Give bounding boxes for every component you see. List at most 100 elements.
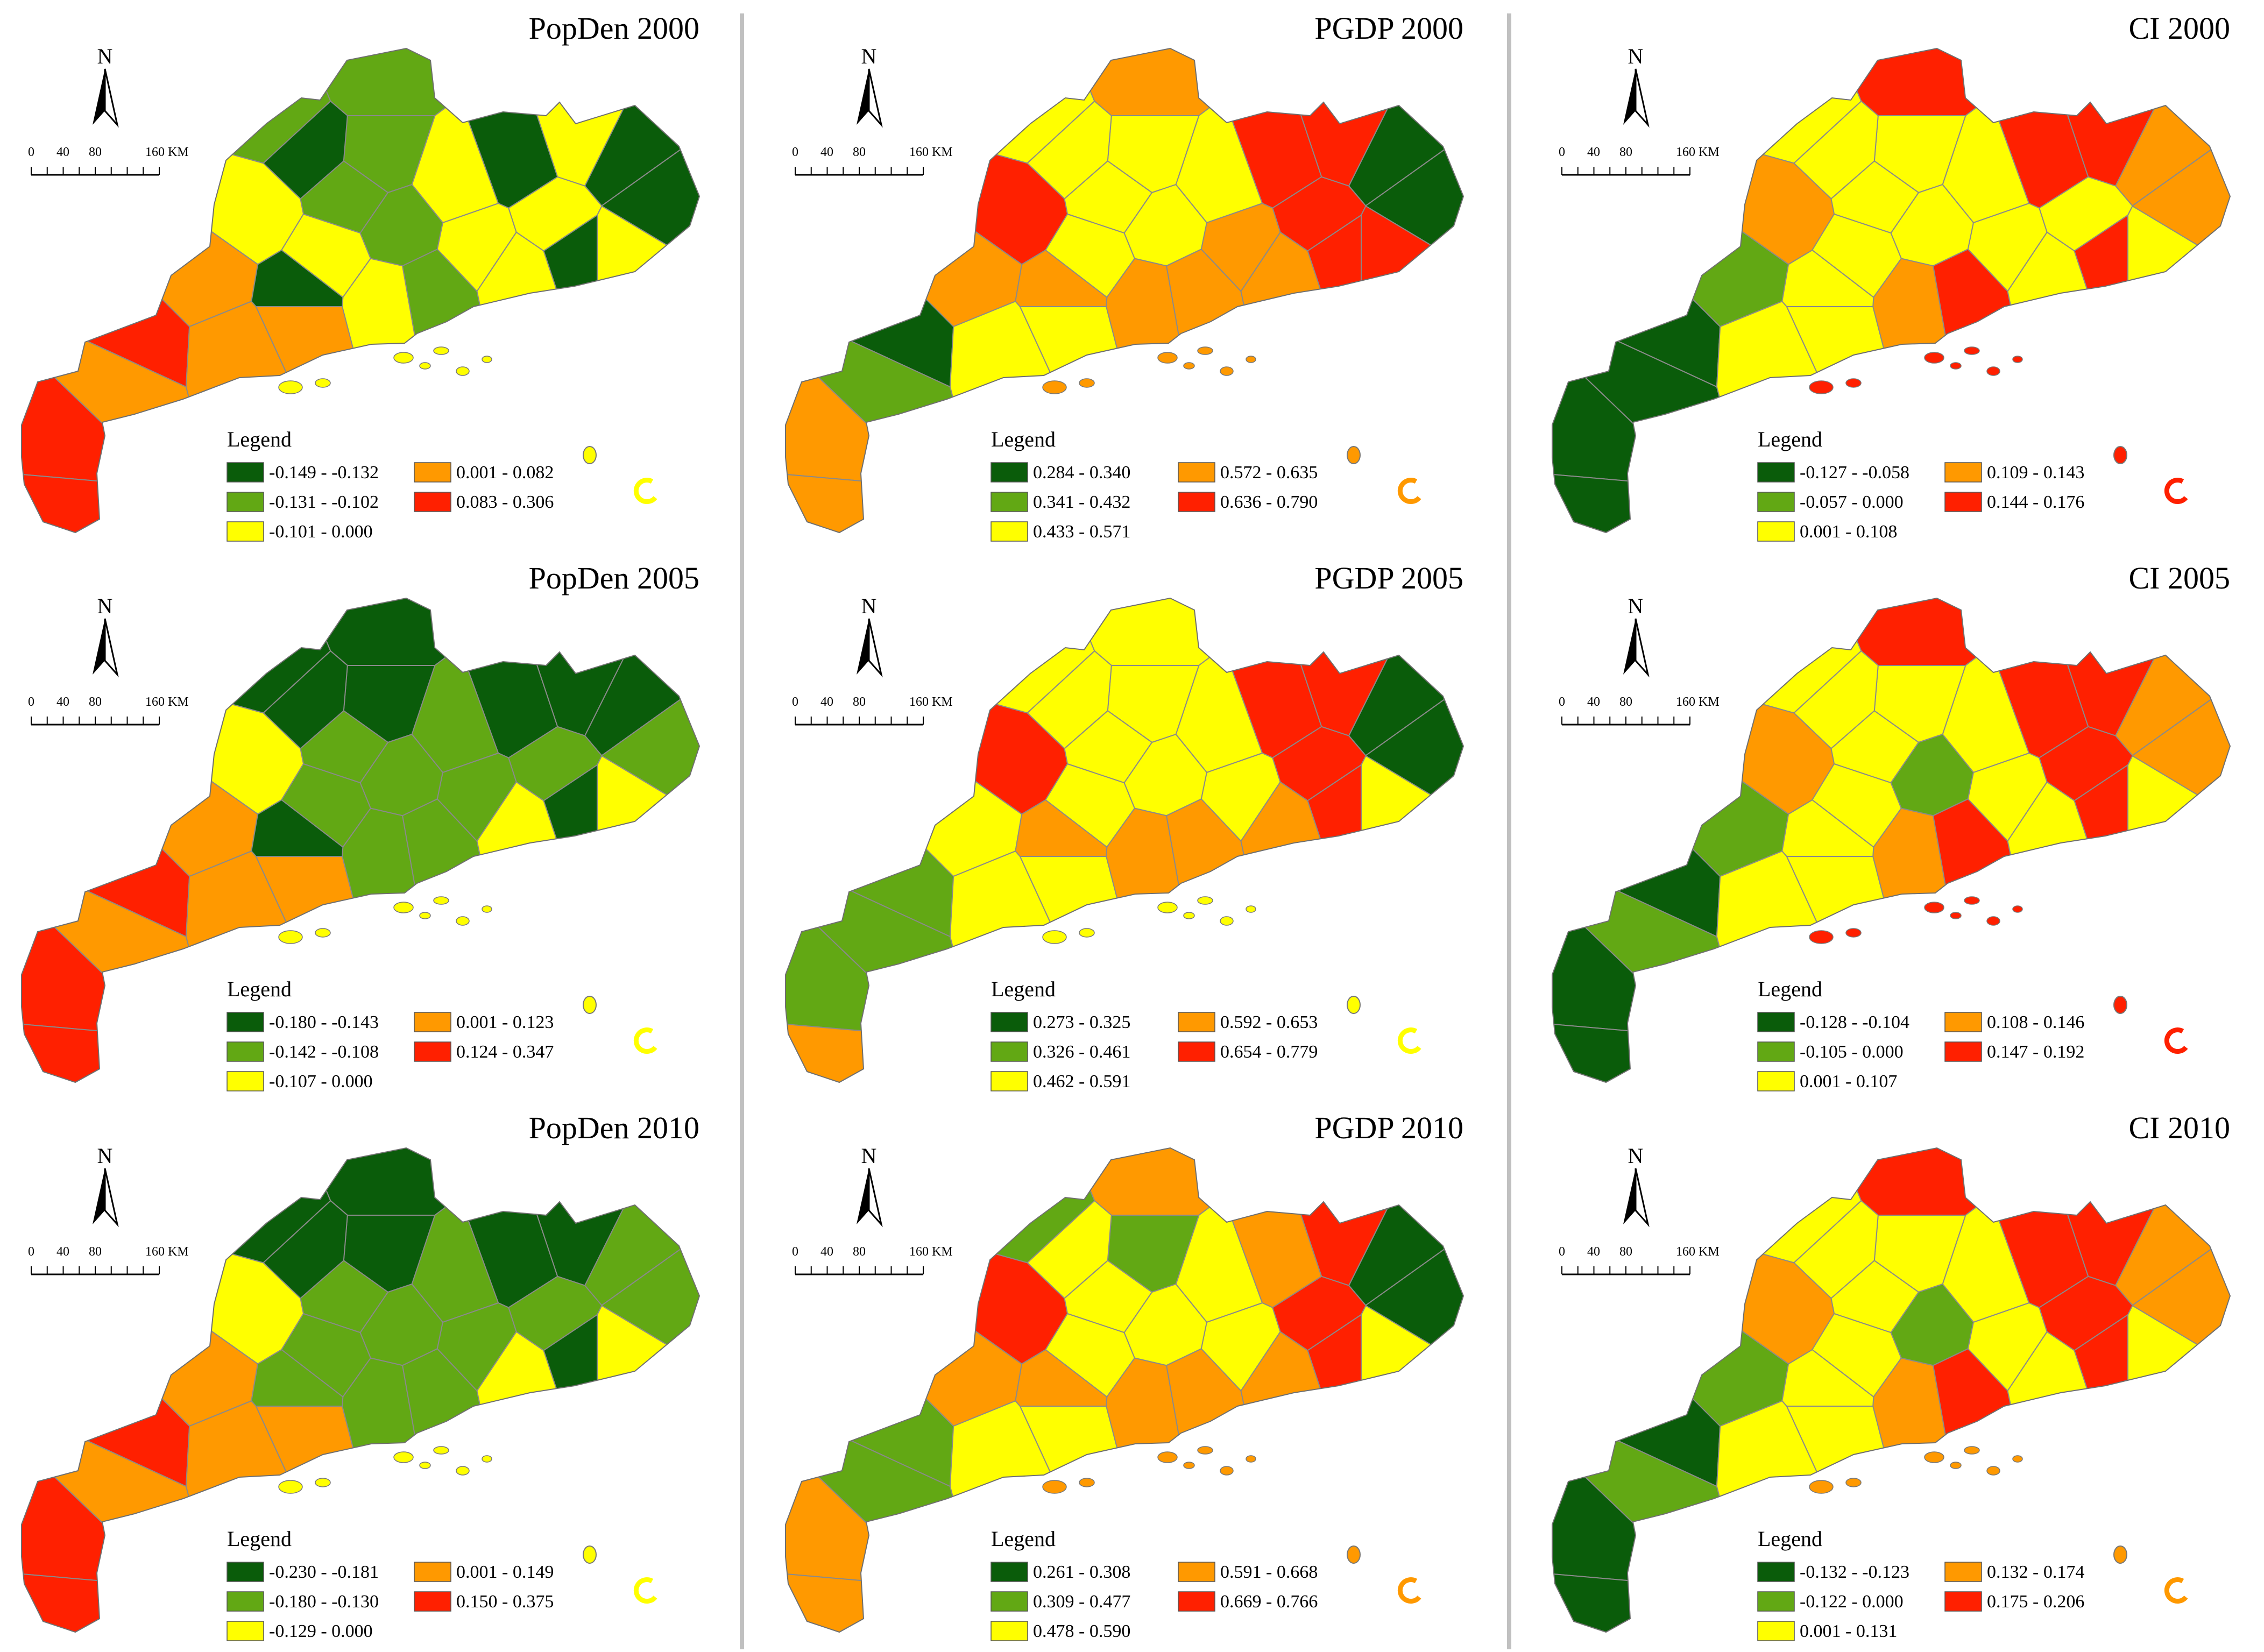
region-polygon: [597, 1304, 699, 1632]
legend-swatch: [227, 462, 264, 483]
map-panel: PopDen 2010 N 0 40 80 160 KM Legend -0.230 - -0…: [21, 1110, 701, 1641]
island-shape: [315, 1478, 331, 1487]
island-shape: [1246, 905, 1256, 913]
legend-label: 0.108 - 0.146: [1987, 1012, 2084, 1032]
island-shape: [278, 380, 303, 394]
legend-title: Legend: [227, 427, 292, 451]
legend-swatch: [990, 1071, 1028, 1091]
region-polygon: [2127, 205, 2230, 533]
island-shape: [1157, 1451, 1178, 1463]
island-shape: [2164, 1577, 2188, 1604]
island-shape: [456, 366, 470, 376]
legend: Legend -0.127 - -0.058 -0.057 - 0.000 0.001…: [1757, 427, 2084, 542]
island-shape: [633, 1577, 657, 1604]
region-polygon: [584, 1148, 699, 1306]
legend: Legend -0.132 - -0.123 -0.122 - 0.000 0.001…: [1757, 1527, 2084, 1641]
legend-label: -0.128 - -0.104: [1800, 1012, 1909, 1032]
island-shape: [1964, 896, 1980, 905]
region-polygon: [1015, 249, 1108, 307]
legend-swatch: [990, 462, 1028, 483]
legend: Legend -0.180 - -0.143 -0.142 - -0.108 -0.1…: [227, 977, 554, 1091]
island-shape: [583, 1545, 597, 1564]
region-polygon: [1781, 249, 1874, 307]
scale-label: 0: [792, 1245, 798, 1259]
legend-label: -0.180 - -0.130: [269, 1592, 379, 1612]
panel-title: PGDP 2010: [1314, 1110, 1463, 1145]
region-polygon: [584, 598, 699, 756]
scale-label: 80: [1619, 145, 1632, 159]
island-shape: [482, 1455, 492, 1463]
legend: Legend 0.273 - 0.325 0.326 - 0.461 0.462 - …: [990, 977, 1318, 1091]
scale-bar: 0 40 80 160 KM: [1559, 695, 1720, 726]
region-polygon: [1361, 1304, 1463, 1632]
legend-swatch: [1944, 492, 1982, 512]
scale-bar: 0 40 80 160 KM: [28, 145, 189, 176]
scale-label: 160 KM: [909, 1245, 953, 1259]
scale-label: 160 KM: [1676, 145, 1720, 159]
legend-swatch: [1757, 1041, 1795, 1062]
island-shape: [1042, 380, 1067, 394]
legend-swatch: [414, 1012, 451, 1032]
north-arrow-icon: [868, 1168, 883, 1228]
legend-swatch: [1944, 1591, 1982, 1612]
legend-label: 0.109 - 0.143: [1987, 463, 2084, 483]
legend: Legend -0.149 - -0.132 -0.131 - -0.102 -0.1…: [227, 427, 554, 542]
legend-swatch: [414, 1591, 451, 1612]
panel-title: PopDen 2005: [529, 561, 699, 595]
region-polygon: [1240, 781, 1396, 1082]
region-polygon: [22, 632, 190, 938]
legend-swatch: [227, 1041, 264, 1062]
island-shape: [278, 930, 303, 944]
map-panel: CI 2005 N 0 40 80 160 KM Legend -0.128 - -0.104…: [1552, 561, 2231, 1091]
island-shape: [2012, 1455, 2023, 1463]
island-shape: [2012, 905, 2023, 913]
legend-label: 0.001 - 0.108: [1800, 522, 1897, 542]
legend-label: 0.636 - 0.790: [1220, 492, 1318, 512]
legend-title: Legend: [991, 1527, 1056, 1551]
island-shape: [433, 896, 449, 905]
coastline: [1552, 597, 2231, 1083]
map-panel: CI 2010 N 0 40 80 160 KM Legend -0.132 - -0.123…: [1552, 1110, 2231, 1641]
scale-label: 0: [1559, 695, 1565, 709]
legend-swatch: [1178, 1591, 1215, 1612]
legend-swatch: [1757, 462, 1795, 483]
region-polygon: [1932, 249, 2072, 533]
north-arrow-icon: [104, 1168, 119, 1228]
legend-label: 0.001 - 0.082: [456, 463, 554, 483]
island-shape: [1347, 996, 1361, 1014]
north-label: N: [861, 44, 877, 68]
scale-label: 40: [56, 1245, 69, 1259]
region-polygon: [601, 58, 699, 330]
legend-label: 0.284 - 0.340: [1033, 463, 1130, 483]
island-shape: [1397, 478, 1421, 505]
scale-label: 40: [820, 145, 833, 159]
legend-label: 0.144 - 0.176: [1987, 492, 2084, 512]
island-shape: [1197, 346, 1213, 355]
legend-swatch: [1757, 521, 1795, 542]
island-shape: [1845, 378, 1862, 388]
panel-title: PGDP 2005: [1314, 561, 1463, 595]
scale-label: 40: [820, 695, 833, 709]
scale-bar: 0 40 80 160 KM: [28, 1245, 189, 1275]
north-arrow-icon: [104, 68, 119, 128]
island-shape: [1986, 1466, 2000, 1476]
region-polygon: [1890, 1283, 1974, 1366]
island-shape: [633, 1027, 657, 1054]
legend-swatch: [414, 492, 451, 512]
legend-label: -0.131 - -0.102: [269, 492, 379, 512]
scale-label: 80: [89, 145, 102, 159]
region-polygon: [1348, 1148, 1463, 1306]
island-shape: [393, 902, 414, 913]
island-shape: [1042, 930, 1067, 944]
legend: Legend -0.128 - -0.104 -0.105 - 0.000 0.001…: [1757, 977, 2084, 1091]
legend-title: Legend: [227, 977, 292, 1001]
legend-label: 0.433 - 0.571: [1033, 522, 1130, 542]
region-polygon: [2007, 231, 2163, 533]
island-shape: [482, 356, 492, 363]
island-shape: [1924, 902, 1944, 913]
legend-swatch: [1178, 462, 1215, 483]
scale-label: 80: [1619, 1245, 1632, 1259]
island-shape: [1809, 380, 1834, 394]
region-polygon: [1365, 608, 1463, 880]
legend-swatch: [414, 462, 451, 483]
